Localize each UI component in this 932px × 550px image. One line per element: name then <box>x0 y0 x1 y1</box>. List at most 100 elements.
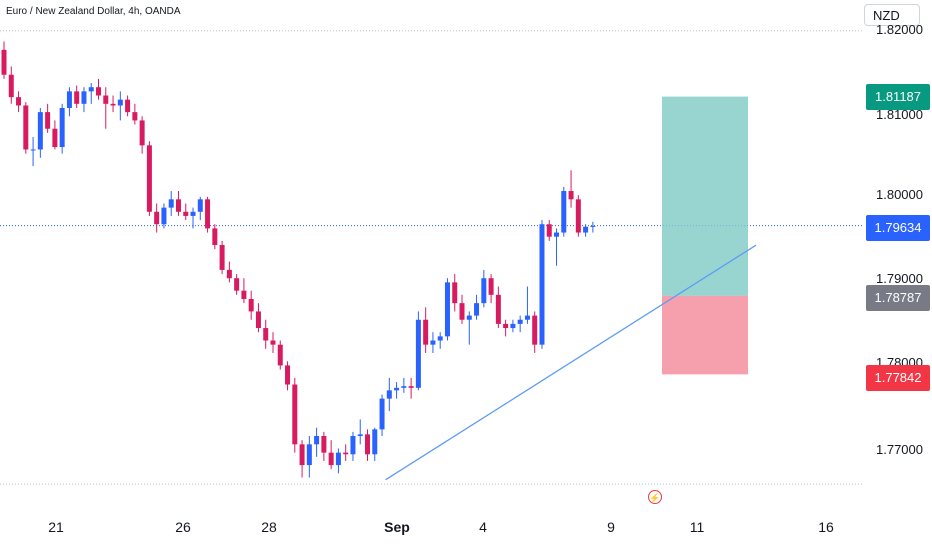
candle-body <box>23 105 29 150</box>
candle-body <box>386 390 392 399</box>
candle-body <box>117 99 123 106</box>
candle-body <box>205 199 211 229</box>
candle-body <box>45 112 51 129</box>
candle-body <box>335 452 341 466</box>
candle-body <box>328 452 334 466</box>
candle-body <box>88 87 94 92</box>
candle-body <box>183 211 189 216</box>
candle-body <box>575 199 581 233</box>
candle-body <box>16 97 22 106</box>
stop-zone <box>662 295 748 375</box>
candle-body <box>379 398 385 430</box>
date-tick: 28 <box>261 519 277 535</box>
candle-body <box>415 319 421 388</box>
candle-body <box>8 74 14 98</box>
candle-body <box>488 278 494 295</box>
candle-body <box>546 224 552 237</box>
candle-body <box>372 429 378 455</box>
candle-body <box>248 298 254 312</box>
candle-body <box>37 112 43 150</box>
candle-body <box>532 315 538 345</box>
candle-body <box>365 434 370 455</box>
candle-body <box>510 323 516 329</box>
candle-body <box>292 384 298 445</box>
candle-body <box>306 444 312 466</box>
candle-body <box>401 386 407 388</box>
candle-body <box>168 199 174 208</box>
candle-body <box>146 145 152 212</box>
candle-body <box>132 112 138 121</box>
candle-body <box>350 436 356 455</box>
candle-body <box>1 49 7 75</box>
candle-body <box>357 434 363 437</box>
candle-body <box>139 120 145 146</box>
lightning-icon[interactable]: ⚡ <box>648 490 662 504</box>
candle-body <box>125 99 131 113</box>
candle-body <box>255 311 261 329</box>
date-tick: 4 <box>479 519 487 535</box>
candle-body <box>459 303 465 320</box>
candle-body <box>234 278 240 291</box>
candle-body <box>277 344 283 366</box>
candle-body <box>394 387 400 391</box>
candle-body <box>554 232 560 237</box>
candle-body <box>263 328 269 341</box>
candle-body <box>474 303 480 316</box>
candle-body <box>197 199 203 212</box>
candle-body <box>52 128 58 147</box>
candle-body <box>212 228 218 245</box>
candle-body <box>503 323 509 329</box>
candle-body <box>110 103 116 106</box>
candle-body <box>241 290 247 299</box>
candle-body <box>517 319 523 324</box>
stop-price-tag: 1.77842 <box>866 365 930 391</box>
candle-body <box>539 224 545 345</box>
trendline <box>385 244 757 481</box>
candle-body <box>583 226 589 233</box>
candle-body <box>175 199 181 212</box>
candle-body <box>30 149 36 151</box>
candle-body <box>444 282 450 337</box>
price-tick: 1.80000 <box>876 187 923 202</box>
candle-body <box>430 340 436 345</box>
candle-body <box>590 225 596 227</box>
candle-body <box>59 107 65 147</box>
currency-selector[interactable]: NZD <box>864 4 920 26</box>
candle-body <box>524 315 530 320</box>
candle-body <box>96 87 102 96</box>
candle-body <box>423 319 429 345</box>
price-tick: 1.79000 <box>876 271 923 286</box>
date-tick: 21 <box>48 519 64 535</box>
candle-body <box>452 282 458 304</box>
candle-body <box>321 436 327 453</box>
candle-body <box>285 365 291 385</box>
price-tick: 1.81000 <box>876 107 923 122</box>
candle-body <box>299 444 305 466</box>
candle-body <box>561 191 567 233</box>
candle-body <box>161 207 167 225</box>
candle-body <box>568 191 574 200</box>
candle-body <box>154 211 160 225</box>
price-tick: 1.82000 <box>876 22 923 37</box>
candle-body <box>190 211 196 216</box>
candle-body <box>481 278 487 304</box>
candle-body <box>81 91 87 104</box>
target-zone <box>662 96 748 296</box>
date-tick: 9 <box>607 519 615 535</box>
candle-body <box>270 340 276 345</box>
current-price-tag: 1.79634 <box>866 215 930 241</box>
date-tick: 16 <box>818 519 834 535</box>
candle-body <box>103 95 109 104</box>
entry-price-tag: 1.78787 <box>866 285 930 311</box>
candle-body <box>226 269 232 279</box>
candle-body <box>466 315 472 320</box>
candle-body <box>314 436 320 445</box>
target-price-tag: 1.81187 <box>866 84 930 110</box>
date-tick: 11 <box>689 519 705 535</box>
candle-body <box>343 452 349 455</box>
candle-body <box>74 91 80 104</box>
candle-body <box>66 91 72 108</box>
price-tick: 1.77000 <box>876 442 923 457</box>
candle-body <box>408 386 414 388</box>
